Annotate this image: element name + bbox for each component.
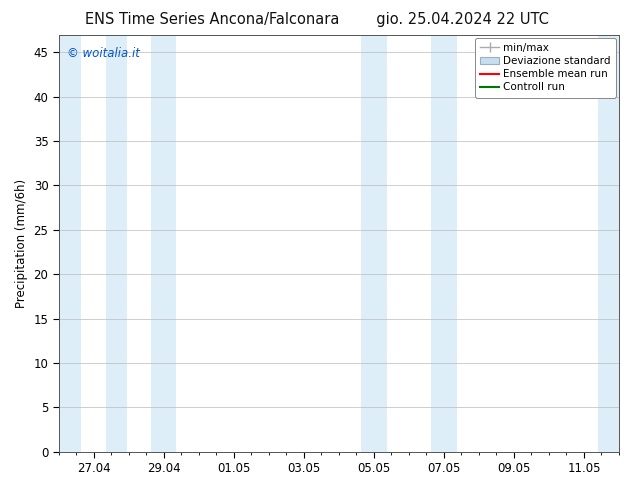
- Bar: [107, 35, 127, 452]
- Legend: min/max, Deviazione standard, Ensemble mean run, Controll run: min/max, Deviazione standard, Ensemble m…: [475, 38, 616, 98]
- Y-axis label: Precipitation (mm/6h): Precipitation (mm/6h): [15, 178, 28, 308]
- Bar: [152, 35, 176, 452]
- Bar: [59, 35, 81, 452]
- Bar: [361, 35, 387, 452]
- Text: ENS Time Series Ancona/Falconara        gio. 25.04.2024 22 UTC: ENS Time Series Ancona/Falconara gio. 25…: [85, 12, 549, 27]
- Text: © woitalia.it: © woitalia.it: [67, 47, 140, 60]
- Bar: [431, 35, 456, 452]
- Bar: [598, 35, 619, 452]
